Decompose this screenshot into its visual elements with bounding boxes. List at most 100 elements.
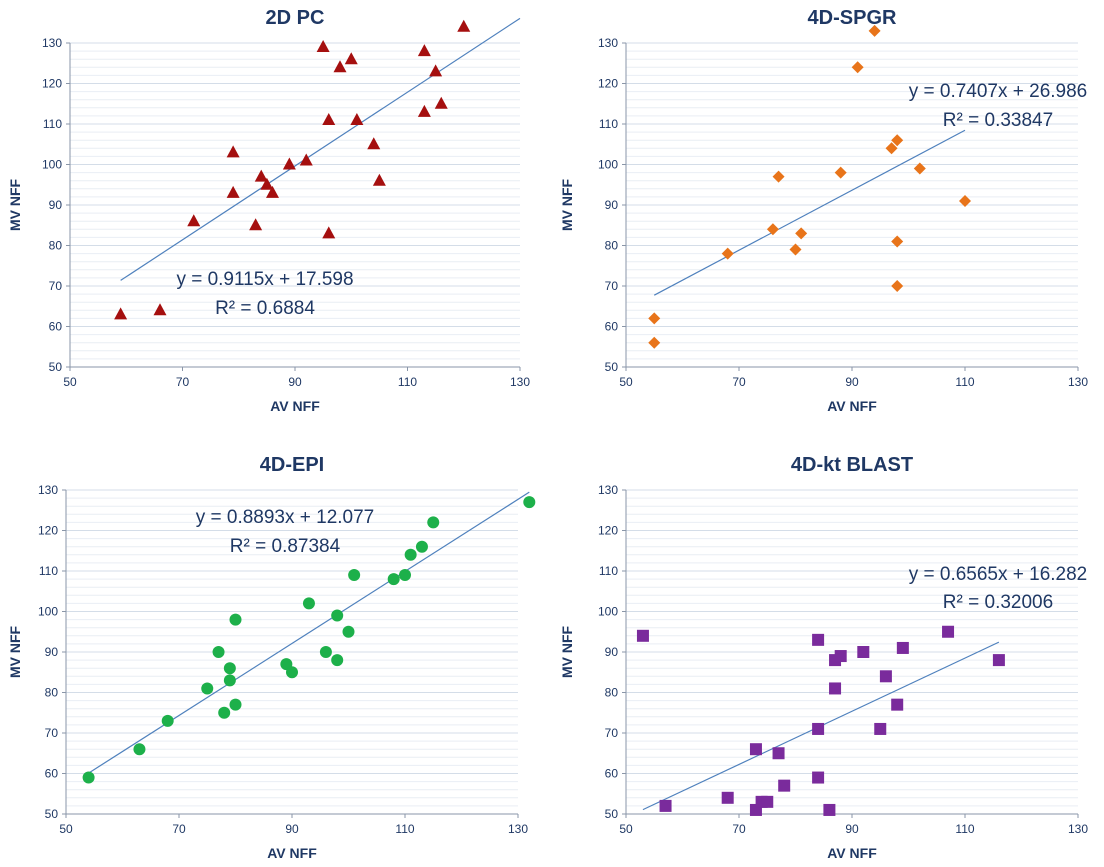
data-point — [229, 698, 242, 711]
data-point — [959, 194, 971, 207]
y-tick-label: 70 — [45, 726, 59, 740]
data-point — [387, 573, 400, 586]
data-point — [286, 666, 298, 679]
r-squared-label: R² = 0.33847 — [943, 110, 1053, 131]
data-point — [636, 629, 649, 642]
data-point — [523, 496, 536, 509]
data-point — [427, 516, 440, 529]
data-point — [302, 597, 315, 610]
y-tick-label: 120 — [598, 524, 618, 538]
data-point — [260, 177, 274, 190]
gridlines — [626, 42, 1078, 368]
data-point — [874, 722, 887, 735]
scatter-chart: 50 60 70 80 90 100 110 120 130 50 70 90 110 130 4D-SPG… — [559, 7, 1088, 414]
data-point — [659, 799, 672, 812]
data-point — [812, 722, 825, 735]
chart-panel-4d-epi: 50 60 70 80 90 100 110 120 130 50 70 90 110 130 4D-EPI… — [0, 434, 552, 867]
data-point — [812, 633, 825, 646]
y-tick-label: 70 — [605, 279, 619, 293]
y-tick-label: 50 — [49, 360, 63, 374]
x-tick-label: 50 — [59, 822, 73, 836]
x-tick-label: 130 — [1068, 822, 1088, 836]
data-point — [322, 226, 336, 239]
data-point — [851, 61, 864, 74]
y-tick-label: 50 — [45, 807, 59, 821]
data-point — [348, 569, 361, 582]
data-point — [223, 662, 236, 675]
data-point — [331, 654, 344, 667]
data-point — [913, 162, 926, 175]
data-point — [885, 142, 898, 155]
x-tick-label: 110 — [395, 822, 414, 836]
data-point — [896, 641, 909, 654]
data-point — [772, 170, 785, 183]
y-tick-label: 120 — [38, 524, 58, 538]
trendline — [88, 491, 530, 774]
trendline — [120, 17, 521, 281]
data-point — [319, 646, 332, 658]
data-point — [333, 60, 347, 73]
x-tick-label: 110 — [955, 375, 974, 389]
data-point — [891, 280, 904, 292]
data-point — [868, 24, 881, 37]
data-point — [223, 674, 236, 687]
y-axis-label: MV NFF — [559, 626, 575, 679]
data-point — [212, 646, 225, 658]
x-tick-label: 70 — [732, 375, 746, 389]
x-tick-label: 130 — [508, 822, 528, 836]
data-point — [331, 609, 344, 622]
r-squared-label: R² = 0.32006 — [943, 592, 1053, 613]
y-axis-label: MV NFF — [559, 179, 575, 232]
data-point — [133, 743, 146, 756]
y-tick-label: 110 — [39, 564, 58, 578]
y-tick-label: 90 — [605, 645, 619, 659]
scatter-chart: 50 60 70 80 90 100 110 120 130 50 70 90 110 130 2D PC A… — [7, 7, 530, 414]
data-point — [350, 112, 364, 125]
data-point — [812, 771, 825, 784]
data-point — [226, 185, 240, 198]
data-point — [114, 307, 128, 320]
data-point — [367, 137, 381, 150]
data-point — [161, 714, 174, 727]
data-point — [434, 96, 448, 109]
data-point — [342, 625, 355, 638]
x-tick-label: 50 — [619, 375, 633, 389]
x-tick-label: 70 — [732, 822, 746, 836]
data-points — [648, 24, 971, 349]
y-tick-label: 60 — [605, 320, 619, 334]
data-point — [399, 569, 411, 582]
y-tick-label: 70 — [605, 726, 619, 740]
y-tick-label: 80 — [605, 686, 619, 700]
data-point — [299, 153, 313, 166]
y-tick-label: 130 — [598, 36, 618, 50]
data-point — [891, 235, 904, 248]
y-axis-label: MV NFF — [7, 179, 23, 232]
y-tick-label: 100 — [42, 158, 62, 172]
data-point — [823, 803, 836, 816]
gridlines — [626, 489, 1078, 815]
data-point — [415, 540, 428, 553]
data-point — [772, 747, 785, 760]
y-tick-label: 110 — [43, 117, 62, 131]
chart-panel-4d-spgr: 50 60 70 80 90 100 110 120 130 50 70 90 110 130 4D-SPG… — [552, 0, 1104, 433]
y-tick-label: 110 — [599, 117, 618, 131]
x-tick-label: 50 — [619, 822, 633, 836]
y-tick-label: 60 — [49, 320, 63, 334]
y-tick-label: 100 — [598, 158, 618, 172]
chart-title: 4D-kt BLAST — [791, 454, 913, 476]
data-point — [322, 112, 336, 125]
x-axis-label: AV NFF — [270, 398, 320, 414]
r-squared-label: R² = 0.6884 — [215, 298, 315, 319]
x-tick-label: 70 — [172, 822, 186, 836]
data-point — [344, 52, 358, 65]
data-point — [761, 795, 774, 808]
y-tick-label: 130 — [38, 483, 58, 497]
gridlines — [66, 489, 518, 815]
chart-title: 2D PC — [266, 7, 325, 29]
y-tick-label: 110 — [599, 564, 618, 578]
data-point — [226, 145, 240, 158]
x-tick-label: 130 — [1068, 375, 1088, 389]
x-tick-label: 90 — [288, 375, 302, 389]
data-point — [992, 654, 1005, 667]
scatter-chart: 50 60 70 80 90 100 110 120 130 50 70 90 110 130 4D-EPI… — [7, 454, 536, 861]
